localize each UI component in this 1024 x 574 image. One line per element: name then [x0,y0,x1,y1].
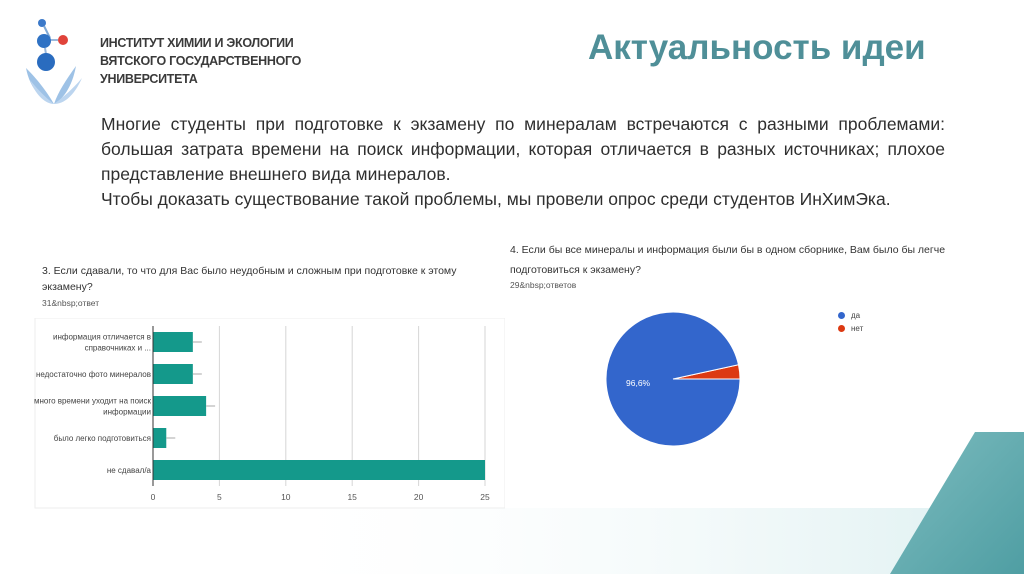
category-label: справочниках и ... [85,344,151,353]
institute-line-3: УНИВЕРСИТЕТА [100,72,198,86]
x-tick-label: 20 [414,492,424,502]
institute-name: ИНСТИТУТ ХИМИИ И ЭКОЛОГИИ ВЯТСКОГО ГОСУД… [100,34,320,88]
paragraph-1: Многие студенты при подготовке к экзамен… [101,114,945,184]
bar [153,364,193,384]
bar [153,428,167,448]
chart-frame [34,318,505,509]
x-tick-label: 5 [217,492,222,502]
legend-dot-yes [838,312,845,319]
category-label: было легко подготовиться [54,434,151,443]
pie-slice-yes [605,311,741,447]
chart2-response-count: 29&nbsp;ответов [510,280,577,290]
light-band-shape [250,508,1024,574]
body-text: Многие студенты при подготовке к экзамен… [101,112,945,212]
pie-data-label: 96,6% [626,378,651,388]
chart1-response-count: 31&nbsp;ответ [42,298,100,308]
x-tick-label: 25 [480,492,490,502]
category-label: информация отличается в [53,333,151,342]
bar [153,332,193,352]
legend-dot-no [838,325,845,332]
paragraph-2: Чтобы доказать существование такой пробл… [101,189,891,209]
category-label: много времени уходит на поиск [34,397,152,406]
institute-line-1: ИНСТИТУТ ХИМИИ И ЭКОЛОГИИ [100,36,294,50]
x-tick-label: 10 [281,492,291,502]
bar [153,460,485,480]
chart2-question: 4. Если бы все минералы и информация был… [510,244,946,276]
slide-title: Актуальность идеи [588,28,926,67]
pie-chart: 96,6% [605,311,741,447]
legend-item-yes: да [838,309,863,322]
x-tick-label: 0 [151,492,156,502]
institute-logo [26,19,82,104]
teal-triangle-shape [890,432,1024,574]
chart1-question: 3. Если сдавали, то что для Вас было неу… [42,265,457,293]
pie-legend: да нет [838,309,863,335]
category-label: информации [103,408,151,417]
category-label: не сдавал/а [107,466,152,475]
legend-label-yes: да [851,311,861,320]
bar-chart: 0 5 10 15 20 25 информация отличается в справоч… [34,318,505,509]
legend-label-no: нет [851,324,864,333]
legend-item-no: нет [838,322,863,335]
category-label: недостаточно фото минералов [36,370,151,379]
bar [153,396,207,416]
institute-line-2: ВЯТСКОГО ГОСУДАРСТВЕННОГО [100,54,302,68]
x-tick-label: 15 [347,492,357,502]
